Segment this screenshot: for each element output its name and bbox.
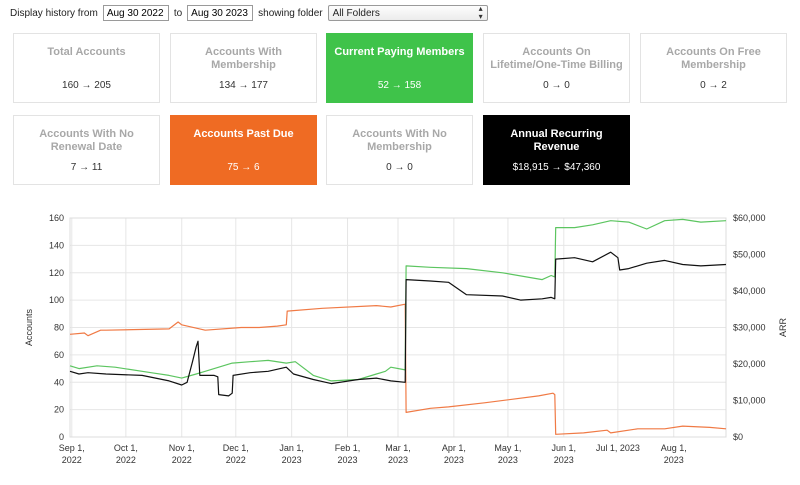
x-tick-year: 2023 [498, 455, 518, 465]
card-annual-recurring-revenue[interactable]: Annual Recurring Revenue $18,915 → $47,3… [483, 115, 630, 185]
card-lifetime-billing[interactable]: Accounts On Lifetime/One-Time Billing 0 … [483, 33, 630, 103]
y-tick-label: 160 [49, 213, 64, 223]
card-title: Annual Recurring Revenue [510, 128, 603, 153]
y-tick-label: 0 [59, 432, 64, 442]
label-display-history-from: Display history from [10, 7, 98, 19]
card-title: Accounts With No Renewal Date [39, 128, 134, 153]
folder-select[interactable]: All Folders ▴ ▾ [327, 4, 488, 21]
x-tick-label: Jan 1, [279, 443, 304, 453]
x-tick-label: Aug 1, [661, 443, 687, 453]
y-tick-label: 100 [49, 295, 64, 305]
x-tick-label: Jul 1, 2023 [596, 443, 640, 453]
card-title: Accounts On Lifetime/One-Time Billing [490, 46, 623, 71]
card-value: 52 → 158 [377, 80, 422, 91]
card-current-paying-members[interactable]: Current Paying Members 52 → 158 [326, 33, 473, 103]
card-value: 7 → 11 [70, 162, 103, 173]
plot-frame [69, 217, 727, 438]
y-tick-label: 60 [54, 350, 64, 360]
series-line-annual-recurring-revenue [69, 251, 727, 397]
x-tick-label: Mar 1, [385, 443, 411, 453]
x-tick-label: Apr 1, [442, 443, 466, 453]
y-tick-label: 120 [49, 268, 64, 278]
folder-select-value: All Folders [332, 7, 380, 19]
card-title: Accounts On Free Membership [666, 46, 761, 71]
card-value: 0 → 2 [700, 80, 727, 91]
x-tick-year: 2023 [388, 455, 408, 465]
x-tick-year: 2023 [338, 455, 358, 465]
card-accounts-past-due[interactable]: Accounts Past Due 75 → 6 [170, 115, 317, 185]
y-tick-label: 20 [54, 405, 64, 415]
x-tick-year: 2022 [62, 455, 82, 465]
y2-tick-label: $40,000 [733, 286, 766, 296]
y2-tick-label: $20,000 [733, 359, 766, 369]
label-showing-folder: showing folder [258, 7, 323, 19]
label-to: to [173, 7, 183, 19]
card-value: 134 → 177 [219, 80, 268, 91]
x-tick-label: Jun 1, [552, 443, 577, 453]
x-tick-label: Sep 1, [59, 443, 85, 453]
x-tick-label: May 1, [494, 443, 521, 453]
date-from-input[interactable] [102, 5, 169, 21]
x-tick-year: 2023 [282, 455, 302, 465]
y2-tick-label: $60,000 [733, 213, 766, 223]
card-accounts-with-membership[interactable]: Accounts With Membership 134 → 177 [170, 33, 317, 103]
x-tick-label: Dec 1, [223, 443, 249, 453]
x-tick-year: 2022 [116, 455, 136, 465]
series-line-current-paying-members [69, 218, 727, 382]
x-tick-label: Feb 1, [335, 443, 361, 453]
history-line-chart: 0 20 40 60 80 100 120 140 160 $0 $10,000 $20,000 $30… [24, 213, 788, 465]
x-tick-label: Oct 1, [114, 443, 138, 453]
y2-axis-title: ARR [778, 318, 788, 338]
x-tick-label: Nov 1, [169, 443, 195, 453]
card-value: 160 → 205 [62, 80, 111, 91]
card-no-renewal-date[interactable]: Accounts With No Renewal Date 7 → 11 [13, 115, 160, 185]
x-tick-year: 2023 [554, 455, 574, 465]
card-title: Total Accounts [47, 46, 126, 58]
card-title: Current Paying Members [334, 46, 465, 58]
series-line-accounts-past-due [69, 303, 727, 435]
up-down-arrows-icon: ▴ ▾ [478, 4, 483, 21]
card-value: 0 → 0 [543, 80, 570, 91]
card-value: 75 → 6 [227, 162, 260, 173]
date-to-input[interactable] [187, 5, 254, 21]
card-title: Accounts With No Membership [352, 128, 447, 153]
card-free-membership[interactable]: Accounts On Free Membership 0 → 2 [640, 33, 787, 103]
card-value: 0 → 0 [386, 162, 413, 173]
card-total-accounts[interactable]: Total Accounts 160 → 205 [13, 33, 160, 103]
x-tick-year: 2023 [664, 455, 684, 465]
card-no-membership[interactable]: Accounts With No Membership 0 → 0 [326, 115, 473, 185]
card-title: Accounts Past Due [193, 128, 294, 140]
x-tick-year: 2022 [172, 455, 192, 465]
y-tick-label: 40 [54, 377, 64, 387]
card-title: Accounts With Membership [205, 46, 282, 71]
y2-tick-label: $10,000 [733, 396, 766, 406]
card-value: $18,915 → $47,360 [512, 162, 601, 173]
x-tick-year: 2022 [226, 455, 246, 465]
history-filter-bar: Display history from to showing folder A… [10, 4, 488, 22]
y-tick-label: 140 [49, 240, 64, 250]
y-axis-title: Accounts [24, 308, 34, 346]
y2-tick-label: $30,000 [733, 323, 766, 333]
y2-tick-label: $50,000 [733, 250, 766, 260]
x-tick-year: 2023 [444, 455, 464, 465]
y-tick-label: 80 [54, 323, 64, 333]
y2-tick-label: $0 [733, 432, 743, 442]
